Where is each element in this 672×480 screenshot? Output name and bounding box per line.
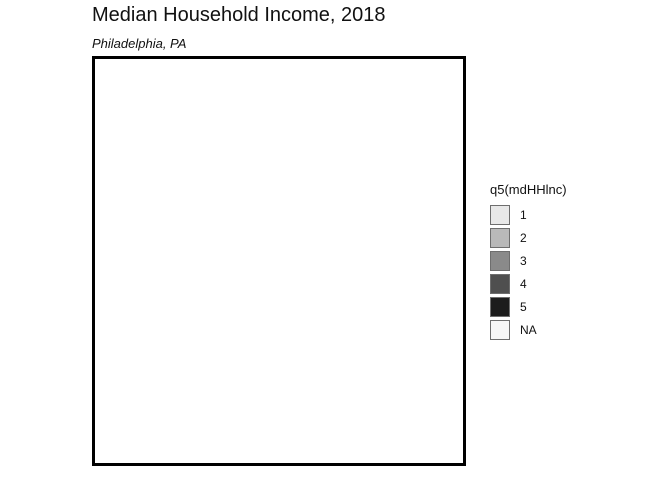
legend-swatch-4 — [490, 273, 510, 294]
legend-label-4: 4 — [520, 276, 527, 291]
legend-title: q5(mdHHlnc) — [490, 182, 567, 197]
legend-swatch-3 — [490, 250, 510, 271]
legend-item-5: 5 — [490, 295, 567, 318]
map-frame — [92, 56, 466, 466]
legend-label-na: NA — [520, 322, 537, 337]
legend-label-5: 5 — [520, 299, 527, 314]
legend-swatch-5 — [490, 296, 510, 317]
legend-label-2: 2 — [520, 230, 527, 245]
legend-swatch-na — [490, 319, 510, 340]
legend-item-2: 2 — [490, 226, 567, 249]
legend-swatch-2 — [490, 227, 510, 248]
legend-item-1: 1 — [490, 203, 567, 226]
map-subtitle: Philadelphia, PA — [92, 36, 187, 51]
legend-label-3: 3 — [520, 253, 527, 268]
legend-label-1: 1 — [520, 207, 527, 222]
legend-swatch-1 — [490, 204, 510, 225]
map-title: Median Household Income, 2018 — [92, 4, 386, 26]
legend-item-na: NA — [490, 318, 567, 341]
legend: q5(mdHHlnc) 1 2 3 4 5 NA — [490, 182, 567, 341]
legend-item-3: 3 — [490, 249, 567, 272]
legend-item-4: 4 — [490, 272, 567, 295]
